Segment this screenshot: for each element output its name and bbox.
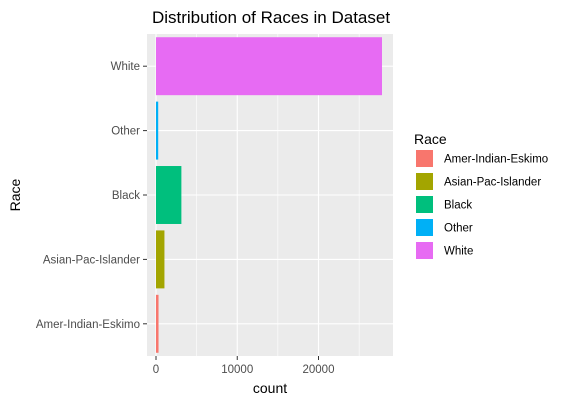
legend-label: Black [444, 200, 472, 212]
y-tick-label: Other [111, 126, 140, 138]
bar-other [156, 102, 158, 160]
legend-label: Other [444, 223, 473, 235]
bar-black [156, 166, 181, 224]
legend-key-black [416, 196, 433, 213]
legend-key-asian-pac-islander [416, 173, 433, 190]
legend: Race Amer-Indian-Eskimo Asian-Pac-Islande… [414, 131, 548, 259]
y-axis-label: Race [7, 178, 23, 211]
legend-label: White [444, 246, 473, 258]
x-tick-label: 0 [153, 364, 159, 376]
x-axis: 0 10000 20000 [153, 356, 335, 376]
legend-key-amer-indian-eskimo [416, 150, 433, 167]
legend-key-other [416, 219, 433, 236]
y-tick-label: Asian-Pac-Islander [43, 254, 140, 266]
bar-asian-pac-islander [156, 230, 164, 288]
x-tick-label: 10000 [221, 364, 253, 376]
y-tick-label: Black [112, 190, 140, 202]
x-tick-label: 20000 [303, 364, 335, 376]
legend-title: Race [414, 131, 447, 147]
y-axis: Amer-Indian-Eskimo Asian-Pac-Islander Blac… [36, 61, 147, 331]
legend-key-white [416, 242, 433, 259]
bar-amer-indian-eskimo [156, 295, 159, 353]
chart-title: Distribution of Races in Dataset [152, 8, 390, 27]
y-tick-label: Amer-Indian-Eskimo [36, 319, 140, 331]
legend-keys: Amer-Indian-Eskimo Asian-Pac-Islander Blac… [416, 150, 548, 259]
x-axis-label: count [253, 380, 287, 396]
legend-label: Asian-Pac-Islander [444, 177, 541, 189]
bar-white [156, 37, 382, 95]
legend-label: Amer-Indian-Eskimo [444, 154, 548, 166]
y-tick-label: White [111, 61, 140, 73]
